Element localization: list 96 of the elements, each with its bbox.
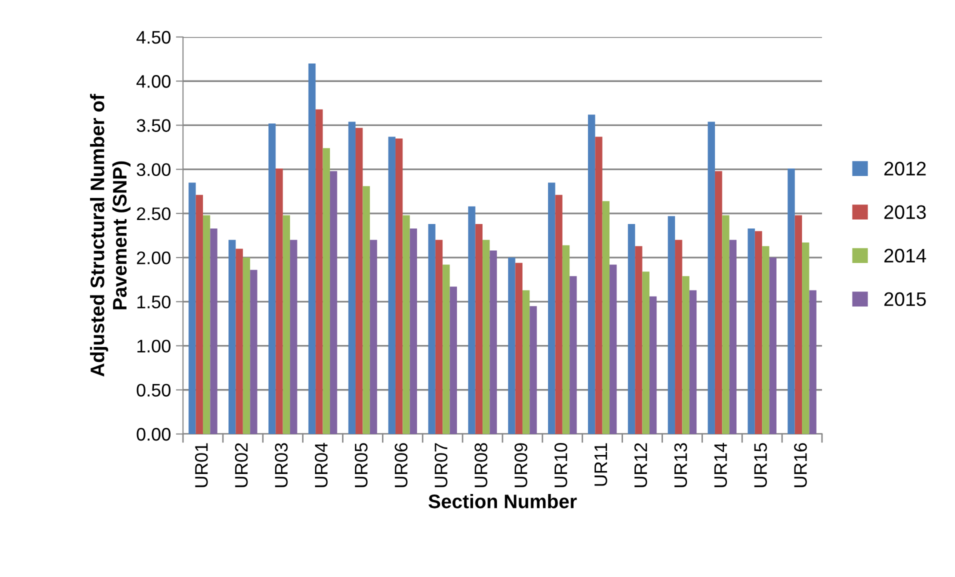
y-tick-label: 4.50 bbox=[136, 30, 170, 44]
bar bbox=[316, 109, 323, 434]
bar bbox=[748, 228, 755, 434]
bar bbox=[642, 272, 650, 434]
bar bbox=[788, 168, 795, 434]
bar bbox=[515, 262, 522, 434]
x-tick-label: UR13 bbox=[674, 443, 688, 488]
bar bbox=[595, 136, 602, 434]
bar bbox=[250, 270, 258, 434]
bar bbox=[290, 240, 298, 434]
x-tick-label: UR02 bbox=[234, 443, 248, 488]
bar bbox=[196, 194, 203, 434]
bar bbox=[508, 258, 516, 434]
x-tick-label: UR16 bbox=[794, 443, 807, 488]
bar bbox=[482, 240, 490, 434]
bar bbox=[435, 240, 443, 434]
x-tick-label: UR14 bbox=[714, 442, 728, 488]
y-tick-label: 3.00 bbox=[136, 163, 170, 176]
bar bbox=[729, 240, 737, 434]
bar bbox=[522, 290, 530, 434]
bar bbox=[410, 228, 418, 434]
bar bbox=[668, 216, 676, 434]
bar bbox=[308, 63, 316, 434]
bar bbox=[468, 206, 476, 434]
bar bbox=[588, 114, 596, 434]
bar bbox=[188, 182, 196, 434]
legend-label: 2013 bbox=[884, 205, 926, 220]
bar bbox=[635, 246, 642, 434]
bar bbox=[675, 240, 682, 434]
bar bbox=[428, 224, 436, 434]
bar bbox=[475, 224, 483, 434]
y-tick-label: 1.50 bbox=[137, 296, 170, 308]
bar bbox=[802, 242, 810, 434]
bar bbox=[548, 182, 556, 434]
bar bbox=[388, 136, 396, 434]
x-tick-label: UR01 bbox=[195, 443, 208, 488]
y-tick-label: 0.50 bbox=[136, 384, 170, 397]
legend-label: 2012 bbox=[884, 162, 926, 176]
x-tick-label: UR03 bbox=[274, 443, 288, 488]
y-tick-label: 4.00 bbox=[136, 75, 170, 88]
bar bbox=[210, 228, 218, 434]
bar bbox=[330, 171, 338, 434]
x-tick-label: UR07 bbox=[434, 443, 448, 488]
bar bbox=[202, 215, 210, 434]
bar bbox=[242, 258, 250, 434]
bar bbox=[555, 194, 562, 434]
bar bbox=[282, 215, 290, 434]
y-axis-title: Adjusted Structural Number of Pavement (SNP) bbox=[90, 94, 130, 377]
bar bbox=[714, 171, 722, 434]
bar bbox=[236, 248, 243, 434]
legend-label: 2015 bbox=[884, 292, 926, 306]
bar bbox=[356, 128, 363, 434]
bar bbox=[490, 250, 497, 434]
bar bbox=[370, 240, 378, 434]
x-tick-label: UR08 bbox=[474, 443, 488, 488]
x-tick-label: UR15 bbox=[754, 443, 767, 488]
bar bbox=[450, 286, 457, 434]
bar bbox=[268, 123, 276, 434]
bar bbox=[570, 276, 577, 434]
y-tick-label: 3.50 bbox=[136, 119, 170, 132]
bar bbox=[228, 240, 236, 434]
bar bbox=[809, 290, 816, 434]
x-axis-title: Section Number bbox=[428, 494, 577, 508]
bar bbox=[689, 290, 697, 434]
x-tick-label: UR09 bbox=[514, 443, 528, 488]
y-tick-label: 1.00 bbox=[137, 340, 170, 352]
bar bbox=[754, 231, 762, 434]
bar bbox=[762, 246, 770, 434]
bar bbox=[794, 215, 802, 434]
bar bbox=[649, 296, 657, 434]
bar bbox=[562, 245, 570, 434]
bar bbox=[322, 148, 330, 434]
bar bbox=[348, 122, 356, 434]
bar bbox=[769, 258, 776, 434]
bar bbox=[530, 306, 537, 434]
y-tick-label: 2.50 bbox=[136, 207, 170, 220]
bar bbox=[708, 122, 715, 434]
bar bbox=[442, 264, 450, 434]
y-tick-label: 2.00 bbox=[136, 251, 170, 264]
x-tick-label: UR06 bbox=[394, 443, 408, 488]
bar bbox=[362, 186, 370, 434]
x-tick-label: UR05 bbox=[354, 443, 368, 488]
bar bbox=[682, 276, 690, 434]
bar bbox=[610, 264, 617, 434]
bar bbox=[395, 138, 403, 434]
y-tick-label: 0.00 bbox=[136, 428, 170, 441]
bar bbox=[602, 201, 610, 434]
x-tick-label: UR12 bbox=[634, 443, 648, 488]
x-tick-label: UR10 bbox=[554, 443, 568, 488]
bar bbox=[628, 224, 636, 434]
bar bbox=[276, 168, 283, 434]
bar bbox=[722, 215, 730, 434]
legend-label: 2014 bbox=[884, 248, 926, 263]
x-tick-label: UR11 bbox=[594, 443, 608, 486]
bar bbox=[402, 215, 410, 434]
x-tick-label: UR04 bbox=[314, 442, 328, 488]
